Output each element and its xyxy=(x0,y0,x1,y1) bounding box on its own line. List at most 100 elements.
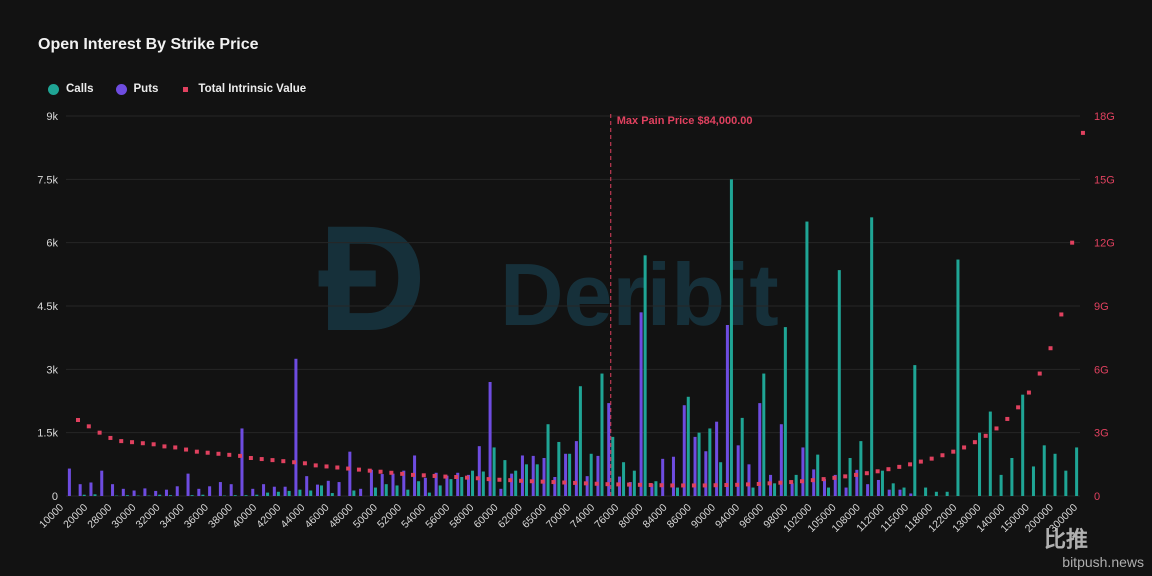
y-left-tick-label: 0 xyxy=(52,491,58,503)
call-bar xyxy=(654,481,658,496)
intrinsic-point xyxy=(767,481,772,486)
put-bar xyxy=(693,436,697,496)
y-left-tick-label: 3k xyxy=(46,364,58,376)
legend-label-calls: Calls xyxy=(66,83,94,95)
call-bar xyxy=(848,458,852,496)
put-bar xyxy=(240,428,244,496)
call-bar xyxy=(1010,458,1014,496)
put-bar xyxy=(607,403,611,496)
intrinsic-point xyxy=(151,442,156,447)
intrinsic-point xyxy=(994,426,999,431)
x-tick-label: 90000 xyxy=(689,502,718,531)
call-bar xyxy=(190,495,194,496)
call-bar xyxy=(309,490,313,496)
legend-item-puts[interactable]: Puts xyxy=(115,83,159,95)
put-bar xyxy=(553,477,557,496)
call-bar xyxy=(686,396,690,496)
call-bar xyxy=(93,494,97,496)
call-bar xyxy=(514,470,518,496)
call-bar xyxy=(762,373,766,496)
call-bar xyxy=(837,270,841,496)
call-bar xyxy=(417,481,421,496)
call-bar xyxy=(298,489,302,496)
intrinsic-point xyxy=(1026,390,1031,395)
call-bar xyxy=(859,441,863,496)
intrinsic-point xyxy=(367,468,372,473)
call-bar xyxy=(589,453,593,496)
intrinsic-point xyxy=(540,479,545,484)
put-bar xyxy=(704,451,708,496)
x-tick-label: 74000 xyxy=(568,502,597,531)
intrinsic-point xyxy=(789,480,794,485)
call-bar xyxy=(255,494,259,496)
intrinsic-point xyxy=(1005,416,1010,421)
intrinsic-point xyxy=(627,482,632,487)
put-bar xyxy=(887,489,891,496)
legend-label-puts: Puts xyxy=(133,83,159,95)
intrinsic-point xyxy=(605,482,610,487)
intrinsic-point xyxy=(659,483,664,488)
intrinsic-point xyxy=(130,440,135,445)
intrinsic-point xyxy=(270,458,275,463)
intrinsic-point xyxy=(302,461,307,466)
put-bar xyxy=(769,474,773,496)
call-bar xyxy=(158,494,162,496)
y-right-tick-label: 18G xyxy=(1094,111,1115,123)
intrinsic-point xyxy=(486,477,491,482)
put-bar xyxy=(132,490,136,496)
legend-item-calls[interactable]: Calls xyxy=(48,83,94,95)
intrinsic-point xyxy=(637,482,642,487)
x-tick-label: 65000 xyxy=(520,502,549,531)
call-bar xyxy=(481,471,485,496)
deribit-logo-icon: Đ xyxy=(318,194,426,362)
call-bar xyxy=(978,432,982,496)
call-bar xyxy=(988,411,992,496)
intrinsic-point xyxy=(238,453,243,458)
put-bar xyxy=(585,476,589,496)
put-bar xyxy=(639,312,643,496)
put-bar xyxy=(186,473,190,496)
y-left-tick-label: 7.5k xyxy=(37,174,58,186)
watermark-site: bitpush.news xyxy=(1062,554,1144,570)
call-bar xyxy=(740,417,744,496)
intrinsic-point xyxy=(400,471,405,476)
intrinsic-point xyxy=(227,452,232,457)
legend-item-intrinsic[interactable]: Total Intrinsic Value xyxy=(180,83,306,95)
intrinsic-point xyxy=(670,483,675,488)
x-tick-label: 80000 xyxy=(616,502,645,531)
put-bar xyxy=(294,358,298,496)
call-bar xyxy=(1031,466,1035,496)
intrinsic-point xyxy=(140,441,145,446)
put-bar xyxy=(456,472,460,496)
call-bar xyxy=(773,483,777,496)
call-bar xyxy=(352,490,356,496)
intrinsic-point xyxy=(843,474,848,479)
intrinsic-point xyxy=(648,483,653,488)
put-bar xyxy=(876,479,880,496)
call-bar xyxy=(568,453,572,496)
put-bar xyxy=(67,468,71,496)
x-tick-label: 70000 xyxy=(544,502,573,531)
intrinsic-point xyxy=(583,481,588,486)
put-bar xyxy=(844,487,848,496)
call-bar xyxy=(805,221,809,497)
intrinsic-point xyxy=(410,472,415,477)
y-right-tick-label: 6G xyxy=(1094,364,1109,376)
x-tick-label: 28000 xyxy=(85,502,114,531)
put-bar xyxy=(272,486,276,496)
call-bar xyxy=(471,470,475,496)
intrinsic-point xyxy=(519,478,524,483)
x-tick-label: 20000 xyxy=(61,502,90,531)
watermark-cn: 比推 xyxy=(1043,527,1088,552)
y-right-tick-label: 12G xyxy=(1094,238,1115,250)
x-tick-label: 94000 xyxy=(713,502,742,531)
intrinsic-point xyxy=(97,430,102,435)
call-bar xyxy=(438,485,442,496)
intrinsic-point xyxy=(886,467,891,472)
put-bar xyxy=(89,482,93,496)
intrinsic-point xyxy=(108,435,113,440)
put-bar xyxy=(801,447,805,496)
put-bar xyxy=(661,458,665,496)
intrinsic-point xyxy=(335,465,340,470)
intrinsic-point xyxy=(918,459,923,464)
